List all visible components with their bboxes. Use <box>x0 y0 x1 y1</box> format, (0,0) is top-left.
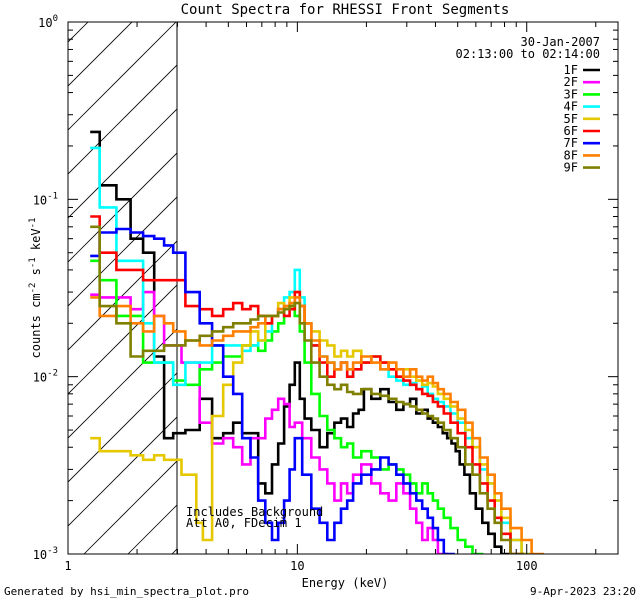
annotation-line-2: Att A0, FDecim 1 <box>186 516 302 530</box>
y-tick-base: 10 <box>33 548 47 562</box>
footer-generator: Generated by hsi_min_spectra_plot.pro <box>4 585 249 598</box>
hatch-line <box>68 22 177 131</box>
legend-label-8F: 8F <box>564 148 578 162</box>
x-tick-label: 100 <box>516 559 538 573</box>
footer-timestamp: 9-Apr-2023 23:20 <box>530 585 636 598</box>
hatch-line <box>68 328 177 439</box>
y-axis-label-mid: s <box>29 268 43 282</box>
legend-label-2F: 2F <box>564 75 578 89</box>
series-1F <box>90 130 513 554</box>
annotation-line-1: Includes Background <box>186 505 323 519</box>
series-layer <box>90 130 544 554</box>
legend-label-9F: 9F <box>564 161 578 175</box>
x-axis: 1 10 100 <box>64 22 597 573</box>
hatch-line <box>68 108 177 219</box>
hatch-line <box>68 416 177 527</box>
hatch-line <box>68 152 177 263</box>
y-tick-base: 10 <box>38 16 52 30</box>
y-axis-label-exp3: -1 <box>28 218 38 229</box>
hatch-line <box>68 284 177 395</box>
y-tick-exponent: -1 <box>47 191 58 201</box>
series-8F <box>90 296 544 554</box>
hatch-line <box>68 372 177 483</box>
y-axis-label: counts cm-2 s-1 keV-1 <box>28 218 43 359</box>
series-9F <box>90 225 524 554</box>
series-7F <box>90 227 455 554</box>
y-axis-label-main: counts cm <box>29 293 43 358</box>
legend-label-4F: 4F <box>564 100 578 114</box>
y-tick-label: 10-1 <box>33 191 58 207</box>
x-tick-label: 1 <box>64 559 71 573</box>
legend-label-3F: 3F <box>564 87 578 101</box>
y-axis-label-exp2: -1 <box>28 257 38 268</box>
date-label: 30-Jan-2007 <box>521 35 600 49</box>
legend-label-6F: 6F <box>564 124 578 138</box>
y-tick-exponent: 0 <box>53 14 58 24</box>
y-tick-exponent: -3 <box>47 546 58 556</box>
hatch-line <box>0 0 28 554</box>
legend-label-1F: 1F <box>564 63 578 77</box>
hatch-line <box>68 22 133 87</box>
time-range-label: 02:13:00 to 02:14:00 <box>456 47 601 61</box>
hatched-excluded-region <box>0 0 177 554</box>
y-tick-label: 10-3 <box>33 546 58 562</box>
hatch-line <box>68 196 177 307</box>
y-tick-base: 10 <box>33 193 47 207</box>
legend-label-5F: 5F <box>564 112 578 126</box>
chart-title: Count Spectra for RHESSI Front Segments <box>181 2 510 18</box>
y-tick-base: 10 <box>33 371 47 385</box>
y-tick-label: 100 <box>38 14 58 30</box>
y-tick-label: 10-2 <box>33 369 58 385</box>
x-tick-label: 10 <box>290 559 304 573</box>
y-tick-exponent: -2 <box>47 369 58 379</box>
x-axis-label: Energy (keV) <box>302 576 389 590</box>
series-3F <box>90 259 484 554</box>
y-axis-label-exp1: -2 <box>28 283 38 294</box>
y-axis-label-end: keV <box>29 228 43 257</box>
hatch-line <box>68 64 177 175</box>
legend-label-7F: 7F <box>564 136 578 150</box>
plot-frame <box>67 21 619 555</box>
